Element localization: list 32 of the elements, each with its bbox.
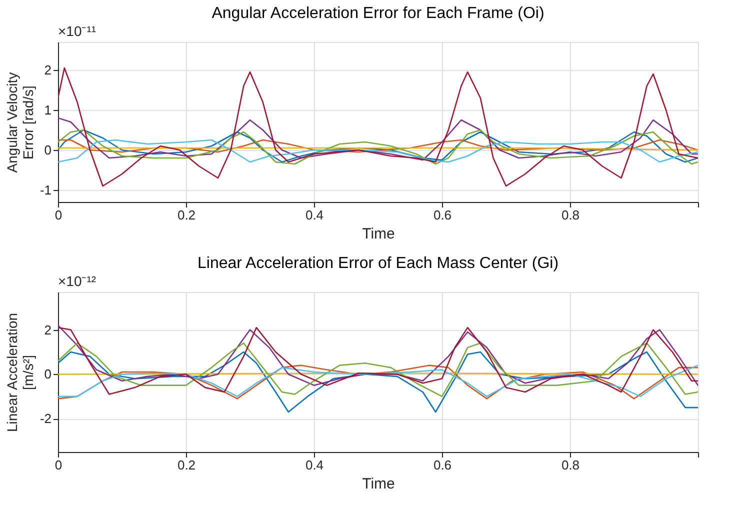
x-tick-label: 0.8 bbox=[561, 208, 580, 222]
x-tick-label: 0.4 bbox=[305, 458, 324, 472]
line-series bbox=[58, 324, 698, 386]
y-tick-label: -2 bbox=[40, 411, 52, 426]
text: ×10⁻¹¹ bbox=[58, 23, 96, 39]
x-tick-label: 0.2 bbox=[177, 208, 196, 222]
x-tick-label: 0.4 bbox=[305, 208, 324, 222]
line-series bbox=[58, 117, 698, 161]
text: ×10⁻¹² bbox=[58, 273, 96, 289]
line-series bbox=[58, 326, 698, 395]
line-series bbox=[58, 351, 698, 413]
y-tick-label: 1 bbox=[44, 102, 52, 118]
y-axis-title: Linear Acceleration [m/s²] bbox=[4, 312, 36, 432]
y-tick-label: 2 bbox=[44, 322, 52, 338]
x-tick-label: 0.6 bbox=[433, 208, 452, 222]
y-tick-label: 0 bbox=[44, 142, 52, 158]
x-axis-title: Time bbox=[362, 226, 395, 242]
chart-title: Angular Acceleration Error for Each Frame (Oi) bbox=[212, 5, 544, 22]
y-tick-label: -1 bbox=[40, 182, 52, 198]
x-tick-label: 0 bbox=[54, 458, 62, 472]
x-tick-label: 0.2 bbox=[177, 458, 196, 472]
y-tick-label: 2 bbox=[44, 62, 52, 78]
x-axis-title: Time bbox=[362, 476, 395, 492]
x-tick-label: 0 bbox=[54, 208, 62, 222]
line-series bbox=[58, 139, 698, 163]
y-axis-title: Angular Velocity Error [rad/s] bbox=[4, 72, 36, 173]
y-tick-label: 0 bbox=[44, 366, 52, 382]
line-series bbox=[58, 342, 698, 398]
line-series bbox=[58, 67, 698, 187]
x-tick-label: 0.6 bbox=[433, 458, 452, 472]
chart-title: Linear Acceleration Error of Each Mass Center (Gi) bbox=[197, 255, 559, 272]
x-tick-label: 0.8 bbox=[561, 458, 580, 472]
